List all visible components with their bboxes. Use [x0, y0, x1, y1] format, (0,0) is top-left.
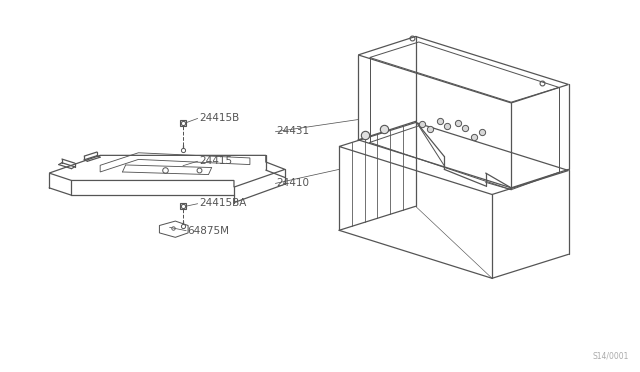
Text: 24415BA: 24415BA: [199, 198, 246, 208]
Text: 64875M: 64875M: [188, 226, 230, 236]
Text: 24431: 24431: [276, 126, 310, 137]
Text: 24415B: 24415B: [199, 113, 239, 123]
Text: 24415: 24415: [199, 156, 232, 166]
Text: S14/0001: S14/0001: [593, 351, 629, 360]
Text: 24410: 24410: [276, 178, 310, 188]
